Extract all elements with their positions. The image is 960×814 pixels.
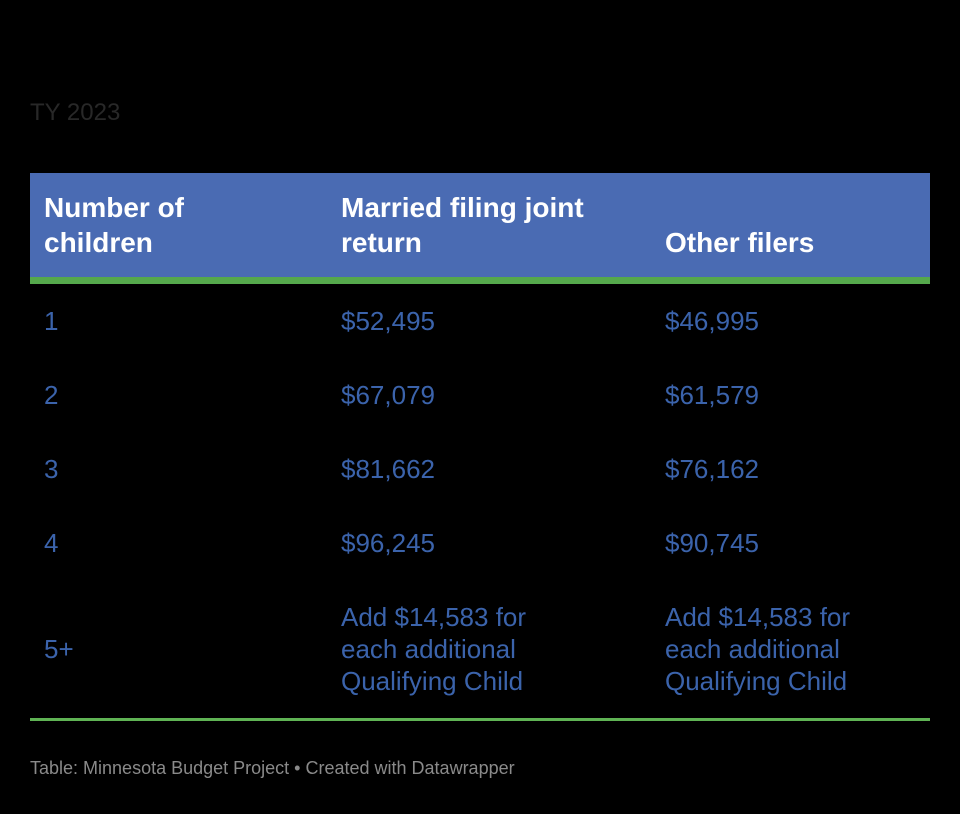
cell-other-filers-value: $76,162 bbox=[665, 454, 759, 484]
footer-attribution-prefix: Created with bbox=[305, 758, 412, 778]
cell-married-joint-value: Add $14,583 for each additional Qualifyi… bbox=[341, 602, 527, 696]
cell-married-joint-value: $52,495 bbox=[341, 306, 435, 336]
cell-other-filers-value: $61,579 bbox=[665, 380, 759, 410]
cell-children-count: 1 bbox=[44, 306, 59, 336]
cell-married-joint-value: $81,662 bbox=[341, 454, 435, 484]
footer-source-link[interactable]: Minnesota Budget Project bbox=[83, 758, 290, 778]
footer-source-prefix: Table: bbox=[30, 758, 84, 778]
table-row: 3 $81,662 $76,162 bbox=[30, 432, 930, 506]
data-table: Number of children Married filing joint … bbox=[30, 173, 930, 718]
table-bottom-rule bbox=[30, 718, 930, 721]
cell-other-filers-value: Add $14,583 for each additional Qualifyi… bbox=[665, 602, 851, 696]
cell-married-joint-value: $96,245 bbox=[341, 528, 435, 558]
table-row: 5+ Add $14,583 for each additional Quali… bbox=[30, 580, 930, 718]
cell-children-count: 3 bbox=[44, 454, 59, 484]
cell-other-filers-value: $90,745 bbox=[665, 528, 759, 558]
table-row: 2 $67,079 $61,579 bbox=[30, 358, 930, 432]
cell-other-filers-value: $46,995 bbox=[665, 306, 759, 336]
footer-separator: • bbox=[289, 758, 306, 778]
cell-married-joint-value: $67,079 bbox=[341, 380, 435, 410]
column-header-number-of-children: Number of children bbox=[30, 173, 327, 284]
footer-datawrapper-link[interactable]: Datawrapper bbox=[411, 758, 515, 778]
cell-children-count: 5+ bbox=[44, 634, 74, 664]
column-header-other-filers: Other filers bbox=[651, 173, 930, 284]
cell-children-count: 2 bbox=[44, 380, 59, 410]
table-row: 1 $52,495 $46,995 bbox=[30, 281, 930, 359]
table-header-row: Number of children Married filing joint … bbox=[30, 173, 930, 284]
data-table-container: Number of children Married filing joint … bbox=[30, 173, 930, 779]
table-footer: Table: Minnesota Budget Project • Create… bbox=[30, 757, 930, 779]
cell-children-count: 4 bbox=[44, 528, 59, 558]
chart-intro-text: TY 2023 bbox=[30, 99, 121, 126]
column-header-married-filing-joint-return: Married filing joint return bbox=[327, 173, 651, 284]
table-row: 4 $96,245 $90,745 bbox=[30, 506, 930, 580]
